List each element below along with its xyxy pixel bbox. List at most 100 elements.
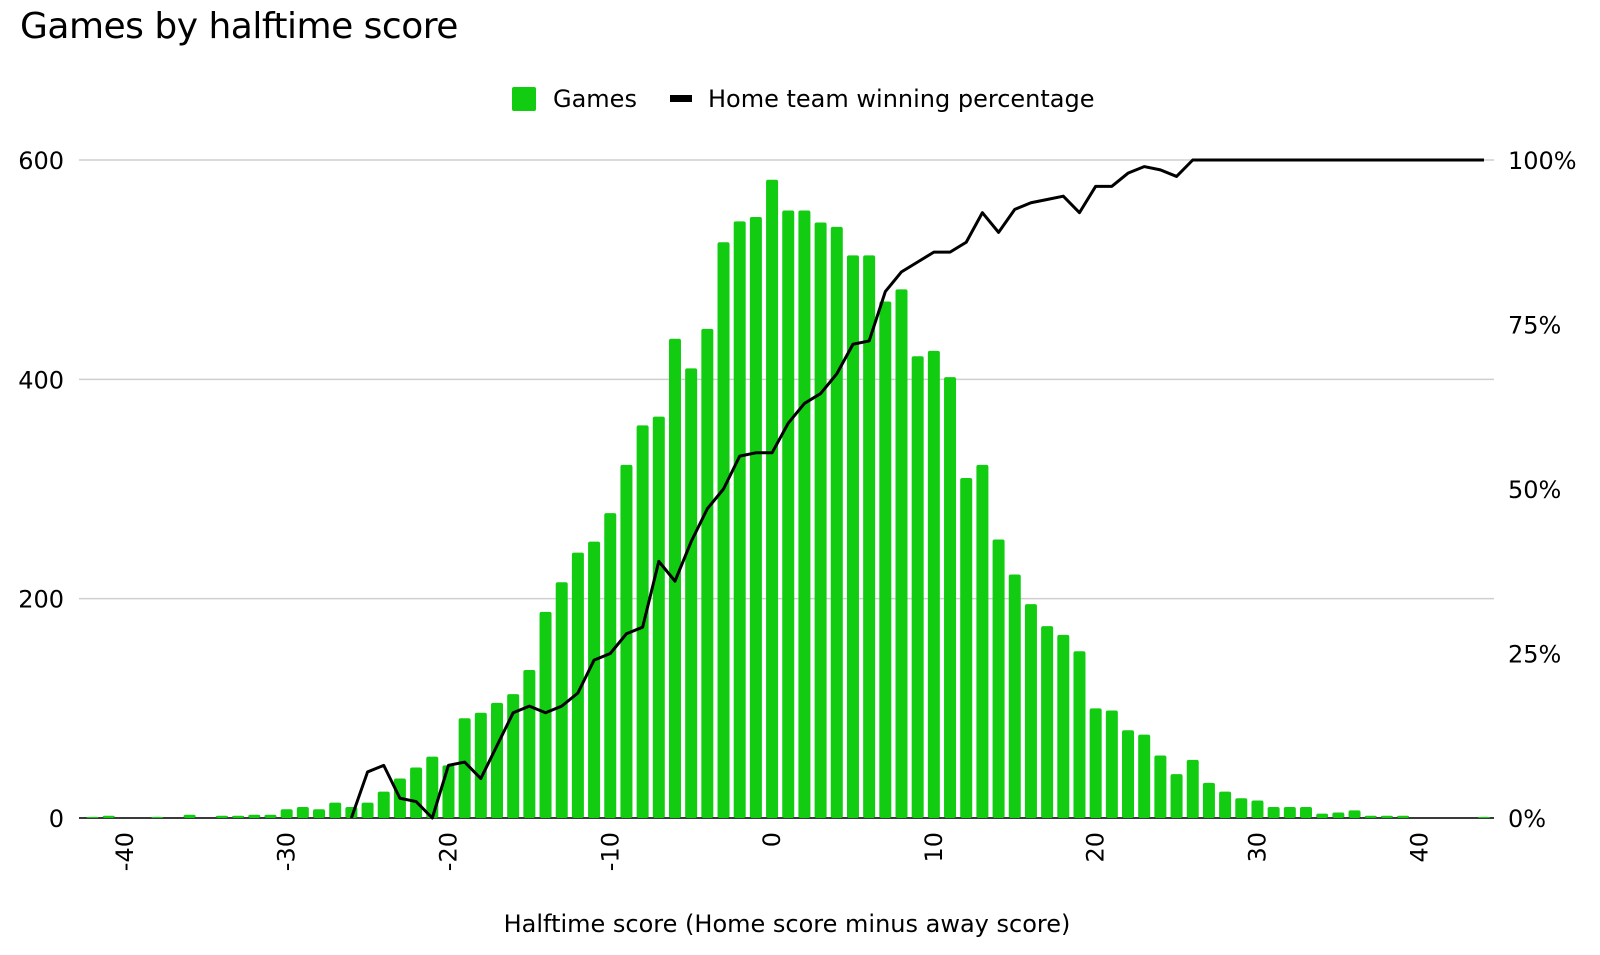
bar--9 bbox=[620, 464, 633, 818]
legend-games-swatch bbox=[512, 87, 536, 111]
bar--1 bbox=[749, 217, 762, 818]
bar-29 bbox=[1235, 798, 1248, 818]
bar--20 bbox=[442, 765, 455, 818]
bar-33 bbox=[1300, 807, 1312, 818]
bar-series bbox=[86, 179, 1490, 819]
bar--21 bbox=[426, 756, 439, 818]
bar--19 bbox=[458, 718, 471, 818]
bar-13 bbox=[976, 464, 989, 818]
y2-tick-25%: 25% bbox=[1508, 641, 1561, 669]
bar--7 bbox=[652, 416, 665, 818]
bar-19 bbox=[1073, 651, 1086, 818]
bar-10 bbox=[927, 350, 940, 818]
bar--42 bbox=[86, 816, 99, 818]
bar-25 bbox=[1170, 774, 1183, 818]
bar--33 bbox=[232, 815, 245, 818]
bar-16 bbox=[1024, 604, 1037, 818]
bar-22 bbox=[1122, 730, 1135, 818]
y-tick-200: 200 bbox=[18, 586, 64, 614]
bar--28 bbox=[313, 809, 326, 818]
bar--30 bbox=[280, 809, 293, 818]
bar-17 bbox=[1041, 626, 1054, 818]
bar-12 bbox=[960, 478, 973, 818]
x-tick-0: 0 bbox=[758, 832, 786, 847]
bar-21 bbox=[1105, 710, 1118, 818]
y2-tick-0%: 0% bbox=[1508, 805, 1546, 833]
x-tick--30: -30 bbox=[273, 832, 301, 871]
bar--24 bbox=[377, 791, 390, 818]
bar--15 bbox=[523, 669, 536, 818]
bar-8 bbox=[895, 289, 908, 818]
bar-15 bbox=[1008, 574, 1021, 818]
bar-14 bbox=[992, 539, 1005, 818]
bar--27 bbox=[329, 802, 342, 818]
bar-28 bbox=[1219, 791, 1232, 818]
bar-23 bbox=[1138, 734, 1151, 818]
bar--29 bbox=[296, 807, 309, 818]
bar--2 bbox=[733, 221, 746, 818]
legend-winpct-swatch bbox=[670, 95, 692, 102]
legend: Games Home team winning percentage bbox=[512, 85, 1094, 113]
bar--32 bbox=[248, 814, 261, 818]
legend-games-label: Games bbox=[553, 85, 637, 113]
bar-1 bbox=[782, 210, 795, 818]
x-tick--40: -40 bbox=[111, 832, 139, 871]
line-series bbox=[349, 158, 1484, 820]
bar--14 bbox=[539, 611, 552, 818]
bar-0 bbox=[766, 179, 779, 819]
bar-36 bbox=[1348, 810, 1361, 818]
bar--38 bbox=[151, 816, 164, 818]
bar--5 bbox=[685, 368, 698, 818]
bar-34 bbox=[1316, 813, 1329, 818]
bar-26 bbox=[1186, 759, 1199, 818]
bar-18 bbox=[1057, 634, 1070, 818]
x-tick-10: 10 bbox=[920, 832, 948, 863]
x-tick-40: 40 bbox=[1405, 832, 1433, 863]
x-tick--20: -20 bbox=[434, 832, 462, 871]
bar--16 bbox=[507, 694, 520, 818]
win-percentage-line bbox=[349, 158, 1484, 820]
chart-title: Games by halftime score bbox=[20, 6, 458, 47]
bar--41 bbox=[102, 815, 115, 818]
bar--10 bbox=[604, 513, 617, 818]
y2-tick-100%: 100% bbox=[1508, 147, 1577, 175]
bar-37 bbox=[1364, 815, 1377, 818]
bar--11 bbox=[588, 541, 601, 818]
x-tick-20: 20 bbox=[1082, 832, 1110, 863]
bar-3 bbox=[814, 222, 827, 818]
bar-11 bbox=[944, 377, 957, 818]
bar-39 bbox=[1397, 815, 1410, 818]
x-tick-30: 30 bbox=[1243, 832, 1271, 863]
y2-tick-50%: 50% bbox=[1508, 476, 1561, 504]
bar--31 bbox=[264, 814, 277, 818]
bar-30 bbox=[1251, 800, 1264, 818]
bar--34 bbox=[215, 815, 228, 818]
bar-7 bbox=[879, 301, 892, 819]
y-tick-0: 0 bbox=[49, 805, 64, 833]
bar--3 bbox=[717, 242, 730, 818]
bar-35 bbox=[1332, 812, 1345, 818]
y-tick-600: 600 bbox=[18, 147, 64, 175]
y-tick-400: 400 bbox=[18, 366, 64, 394]
bar-9 bbox=[911, 356, 924, 818]
bar-20 bbox=[1089, 708, 1102, 818]
y2-tick-75%: 75% bbox=[1508, 312, 1561, 340]
bar--4 bbox=[701, 328, 714, 818]
bar--36 bbox=[183, 814, 196, 818]
bar--12 bbox=[571, 552, 584, 818]
bar--22 bbox=[410, 767, 423, 818]
bar-38 bbox=[1380, 815, 1393, 818]
axis-labels: 0 200 400 600 0% 25% 50% 75% 100% -40 -30 -20 -10 0 10… bbox=[18, 147, 1576, 871]
legend-winpct-label: Home team winning percentage bbox=[708, 85, 1094, 113]
bar-44 bbox=[1477, 816, 1490, 818]
bar-5 bbox=[846, 255, 859, 818]
bar--13 bbox=[555, 582, 568, 818]
bar-4 bbox=[830, 226, 843, 818]
x-tick--10: -10 bbox=[596, 832, 624, 871]
bar-24 bbox=[1154, 755, 1167, 818]
bar--25 bbox=[361, 802, 374, 818]
bar-27 bbox=[1202, 782, 1215, 818]
bar-31 bbox=[1267, 807, 1280, 818]
bar-32 bbox=[1283, 807, 1296, 818]
